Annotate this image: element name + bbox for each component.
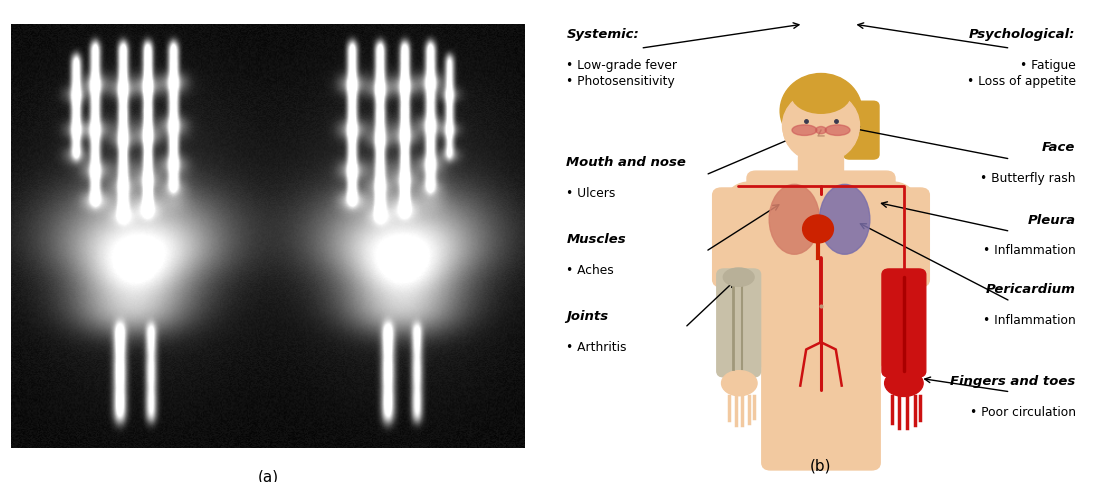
FancyBboxPatch shape [747,171,895,301]
Ellipse shape [783,94,859,162]
Text: Pleura: Pleura [1028,214,1076,227]
Ellipse shape [724,268,754,286]
Ellipse shape [820,185,870,254]
Text: (a): (a) [258,469,278,482]
FancyBboxPatch shape [753,284,889,364]
Ellipse shape [756,325,886,383]
FancyBboxPatch shape [713,188,765,287]
FancyBboxPatch shape [799,154,843,188]
Text: Systemic:: Systemic: [566,28,639,41]
Ellipse shape [825,125,850,135]
Ellipse shape [722,371,757,396]
Text: Joints: Joints [566,310,609,323]
Text: Fingers and toes: Fingers and toes [951,375,1076,388]
Ellipse shape [780,73,862,148]
Text: Muscles: Muscles [566,233,626,246]
Text: • Inflammation: • Inflammation [983,314,1076,327]
Ellipse shape [815,126,827,134]
Ellipse shape [791,75,851,113]
Text: Psychological:: Psychological: [970,28,1076,41]
Ellipse shape [885,370,923,396]
Ellipse shape [792,125,817,135]
Ellipse shape [803,215,833,243]
Text: • Low-grade fever
• Photosensitivity: • Low-grade fever • Photosensitivity [566,59,677,88]
Text: • Aches: • Aches [566,264,614,277]
Ellipse shape [728,182,772,214]
Text: • Ulcers: • Ulcers [566,187,615,200]
Ellipse shape [870,182,914,214]
Text: • Arthritis: • Arthritis [566,341,627,354]
Text: • Butterfly rash: • Butterfly rash [980,172,1076,185]
Ellipse shape [770,185,820,254]
FancyBboxPatch shape [717,269,761,377]
FancyBboxPatch shape [882,269,926,377]
Text: Face: Face [1042,141,1076,154]
Text: Mouth and nose: Mouth and nose [566,156,686,169]
Text: • Inflammation: • Inflammation [983,244,1076,257]
Text: (b): (b) [810,458,832,473]
FancyBboxPatch shape [877,188,929,287]
FancyBboxPatch shape [843,101,879,159]
FancyBboxPatch shape [762,349,830,470]
Text: • Poor circulation: • Poor circulation [970,406,1076,419]
FancyBboxPatch shape [812,349,880,470]
Ellipse shape [783,91,859,160]
Text: Pericardium: Pericardium [985,283,1076,296]
Text: • Fatigue
• Loss of appetite: • Fatigue • Loss of appetite [966,59,1076,88]
